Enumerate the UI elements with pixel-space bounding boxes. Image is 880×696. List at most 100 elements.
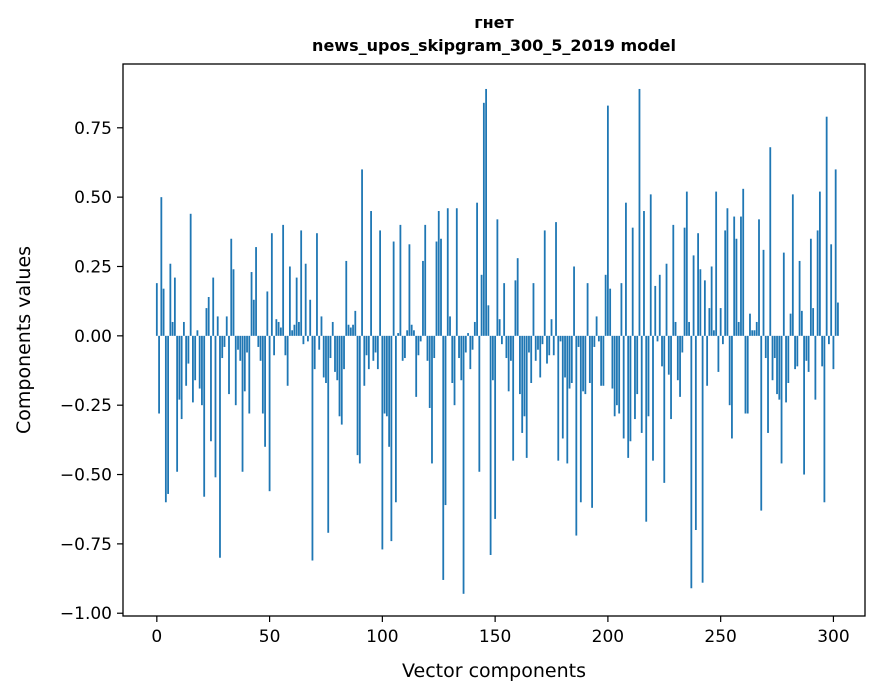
bar-146 [485, 88, 487, 336]
bar-184 [570, 335, 573, 383]
bar-200 [606, 105, 609, 336]
bar-149 [491, 335, 494, 381]
bar-171 [541, 335, 544, 345]
bar-197 [600, 335, 603, 386]
bar-138 [467, 333, 469, 336]
bar-258 [737, 321, 740, 336]
bar-193 [591, 335, 593, 508]
bar-292 [814, 335, 817, 400]
bar-276 [778, 335, 781, 400]
bar-47 [261, 335, 264, 414]
bar-76 [327, 335, 330, 533]
bar-91 [361, 169, 363, 336]
bar-252 [724, 230, 727, 336]
bar-269 [762, 249, 765, 336]
bar-101 [383, 335, 386, 414]
bar-213 [636, 335, 639, 395]
bars-group [155, 88, 839, 594]
bar-42 [250, 272, 253, 336]
bar-237 [690, 335, 693, 589]
bar-249 [717, 335, 720, 372]
bar-94 [367, 335, 370, 370]
bar-84 [345, 260, 348, 336]
bar-282 [791, 194, 794, 336]
bar-206 [620, 283, 623, 336]
bar-291 [812, 308, 815, 336]
bar-214 [638, 88, 641, 336]
bar-235 [685, 191, 688, 336]
bar-4 [164, 335, 167, 503]
bar-288 [805, 335, 808, 361]
bar-82 [340, 335, 343, 425]
bar-186 [575, 335, 578, 536]
bar-202 [611, 335, 614, 389]
bar-89 [356, 335, 359, 456]
y-tick-label: −1.00 [60, 604, 112, 624]
bar-293 [816, 230, 819, 336]
bar-274 [773, 335, 776, 359]
bar-45 [257, 335, 260, 347]
y-axis-label: Components values [13, 246, 35, 434]
bar-118 [422, 260, 424, 336]
bar-196 [597, 335, 600, 342]
bar-96 [372, 335, 375, 361]
bar-88 [354, 310, 357, 336]
bar-58 [286, 335, 289, 386]
bar-205 [618, 335, 621, 414]
bar-279 [785, 335, 787, 403]
bar-65 [302, 335, 305, 345]
bar-152 [498, 319, 501, 336]
bar-181 [564, 335, 566, 378]
bar-180 [561, 335, 564, 439]
bar-21 [203, 335, 206, 497]
bar-267 [758, 219, 760, 336]
bar-142 [476, 202, 478, 336]
bar-294 [818, 191, 821, 336]
bar-3 [162, 288, 165, 336]
bar-239 [694, 335, 697, 531]
bar-195 [595, 316, 598, 336]
bar-300 [832, 335, 835, 370]
bar-139 [469, 335, 472, 370]
bar-225 [663, 335, 666, 483]
bar-296 [823, 335, 826, 503]
bar-203 [613, 335, 616, 417]
bar-98 [376, 335, 379, 370]
bar-72 [318, 335, 321, 350]
y-tick-label: 0.50 [74, 188, 112, 208]
bar-104 [390, 335, 393, 542]
bar-32 [228, 335, 230, 395]
x-tick-label: 100 [366, 627, 398, 647]
bar-40 [246, 335, 248, 353]
x-tick-label: 150 [479, 627, 511, 647]
bar-272 [769, 147, 772, 336]
bar-209 [627, 335, 630, 458]
y-tick-label: −0.50 [60, 466, 112, 486]
bar-80 [336, 335, 339, 381]
bar-102 [385, 335, 388, 417]
bar-165 [528, 335, 530, 353]
bar-5 [167, 335, 169, 494]
bar-26 [214, 335, 217, 478]
bar-264 [751, 330, 754, 336]
bar-215 [640, 335, 643, 433]
bar-219 [649, 194, 652, 336]
bar-107 [397, 333, 400, 336]
bar-111 [406, 330, 409, 336]
bar-286 [800, 310, 803, 336]
bar-188 [579, 335, 582, 503]
bar-108 [399, 224, 402, 336]
bar-78 [331, 321, 334, 336]
bar-158 [512, 335, 515, 461]
bar-176 [552, 335, 555, 356]
bar-172 [543, 230, 546, 336]
bar-173 [546, 335, 548, 364]
bar-290 [809, 238, 812, 336]
bar-189 [582, 335, 584, 392]
bar-163 [523, 335, 526, 417]
bar-280 [787, 335, 790, 383]
bar-15 [189, 213, 192, 336]
bar-210 [629, 335, 632, 442]
bar-69 [311, 335, 314, 561]
bar-222 [656, 335, 659, 342]
